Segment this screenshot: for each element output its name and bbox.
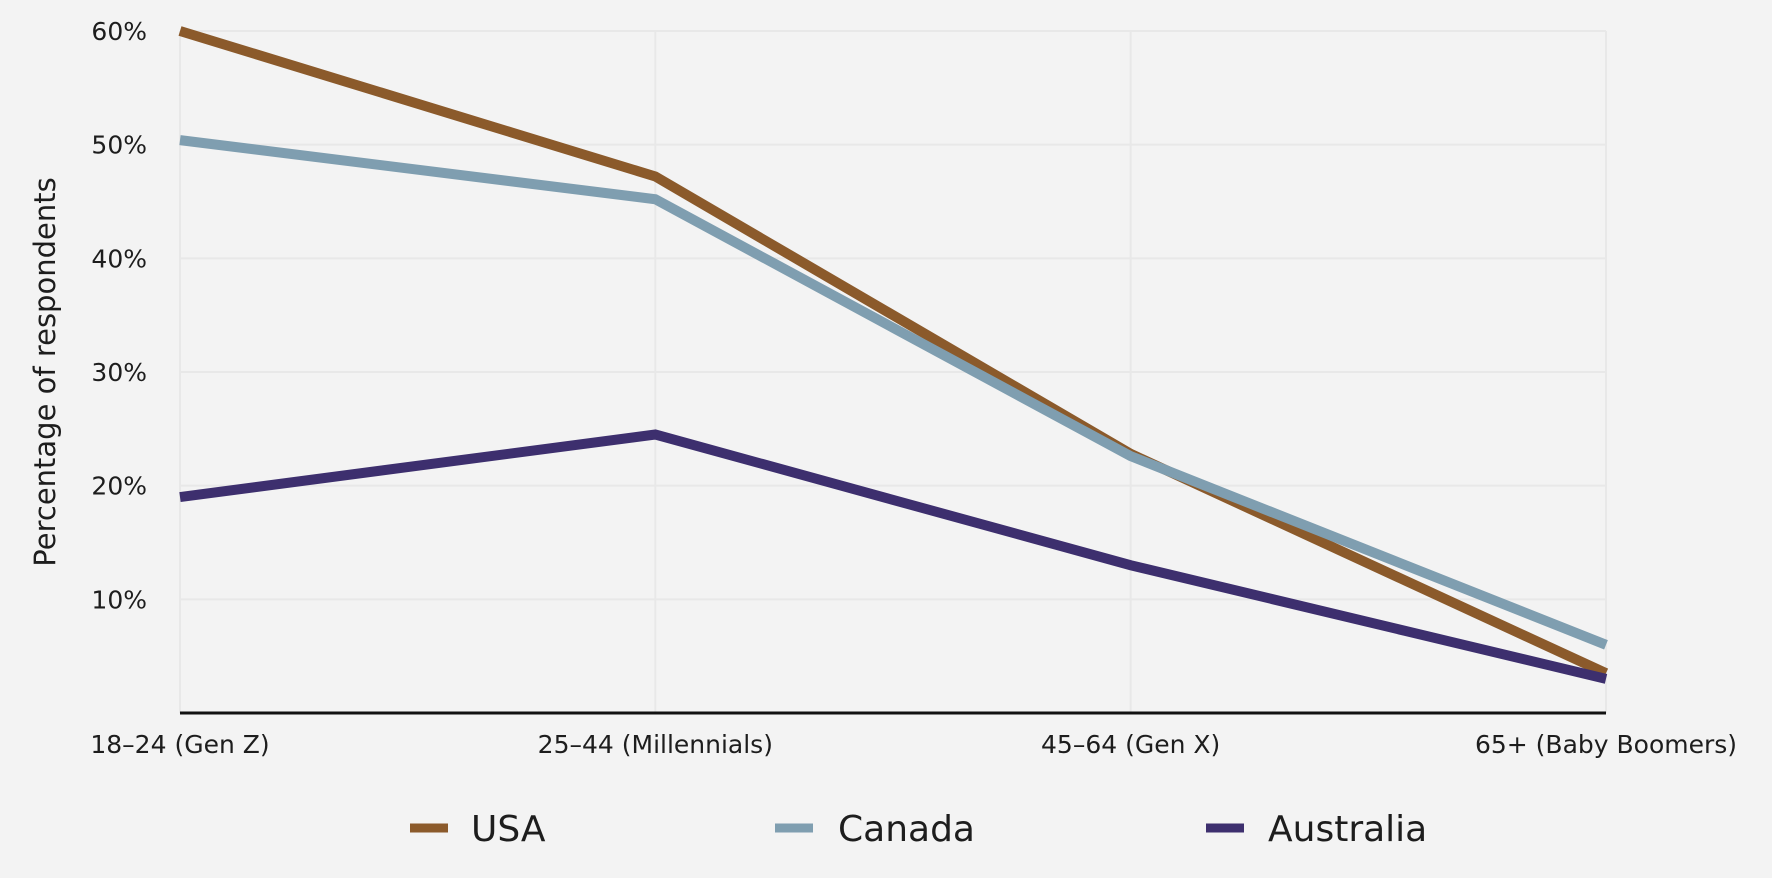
y-tick-label: 20% — [91, 472, 147, 501]
x-tick-label: 45–64 (Gen X) — [1041, 730, 1220, 759]
x-tick-label: 25–44 (Millennials) — [538, 730, 773, 759]
series-line-australia — [179, 429, 1608, 684]
legend-item-australia: Australia — [1206, 809, 1427, 850]
chart-ticks: 10% 20% 30% 40% 50% 60% 18–24 (Gen Z) 25–44 (Mi… — [90, 17, 1737, 759]
y-tick-label: 30% — [91, 358, 147, 387]
legend-label-australia: Australia — [1268, 809, 1427, 850]
legend-item-canada: Canada — [775, 809, 975, 850]
x-tick-label: 65+ (Baby Boomers) — [1475, 730, 1737, 759]
y-tick-label: 60% — [91, 17, 147, 46]
legend-item-usa: USA — [410, 809, 546, 850]
chart-legend: USA Canada Australia — [410, 809, 1427, 850]
y-tick-label: 10% — [91, 585, 147, 614]
legend-label-usa: USA — [471, 809, 546, 850]
y-axis-label: Percentage of respondents — [28, 177, 62, 566]
y-tick-label: 50% — [91, 131, 147, 160]
legend-label-canada: Canada — [838, 809, 975, 850]
series-line-usa — [178, 26, 1609, 678]
chart-series — [178, 26, 1609, 684]
chart-grid — [179, 30, 1607, 713]
x-tick-label: 18–24 (Gen Z) — [90, 730, 269, 759]
y-tick-label: 40% — [91, 244, 147, 273]
series-line-canada — [179, 135, 1608, 650]
